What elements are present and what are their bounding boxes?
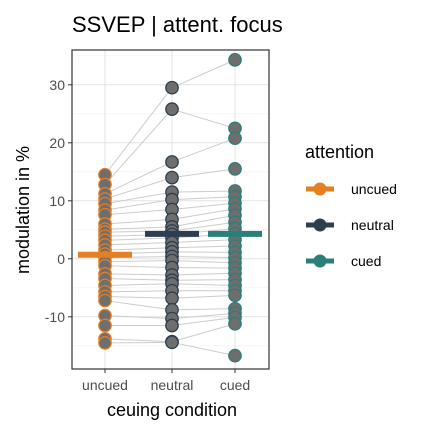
x-tick-label: cued	[220, 377, 250, 393]
x-axis: uncued neutral cued	[82, 369, 250, 393]
y-tick-label: 0	[57, 251, 65, 267]
y-tick-label: 20	[49, 135, 65, 151]
legend: attention uncued neutral cued	[305, 142, 397, 269]
legend-key-point-neutral	[313, 218, 327, 232]
legend-label-cued: cued	[351, 253, 381, 269]
legend-key-point-uncued	[313, 182, 327, 196]
point-cued	[228, 316, 242, 331]
point-neutral	[165, 291, 179, 306]
point-neutral	[165, 170, 179, 185]
point-uncued	[98, 336, 112, 350]
point-cued	[228, 131, 242, 146]
legend-title: attention	[305, 142, 374, 162]
plot-border	[71, 49, 270, 370]
y-tick-label: -10	[45, 309, 65, 325]
x-axis-title: ceuing condition	[107, 400, 237, 420]
mean-bars	[78, 230, 262, 258]
point-neutral	[165, 102, 179, 117]
x-tick-label: neutral	[151, 377, 194, 393]
point-uncued	[98, 318, 112, 333]
point-neutral	[165, 155, 179, 169]
chart-title: SSVEP | attent. focus	[72, 12, 283, 37]
point-neutral	[165, 335, 179, 350]
y-axis: -10 0 10 20 30	[45, 77, 72, 325]
data-points	[98, 53, 242, 363]
y-axis-title: modulation in %	[13, 146, 33, 274]
point-neutral	[165, 80, 179, 95]
y-tick-label: 30	[49, 77, 65, 93]
point-cued	[228, 53, 242, 67]
legend-key-point-cued	[313, 254, 327, 268]
point-uncued	[98, 293, 112, 308]
point-cued	[228, 162, 242, 176]
legend-label-uncued: uncued	[351, 181, 397, 197]
point-neutral	[165, 318, 179, 333]
x-tick-label: uncued	[82, 377, 128, 393]
y-tick-label: 10	[49, 193, 65, 209]
legend-label-neutral: neutral	[351, 217, 394, 233]
point-cued	[228, 288, 242, 303]
point-cued	[228, 348, 242, 363]
